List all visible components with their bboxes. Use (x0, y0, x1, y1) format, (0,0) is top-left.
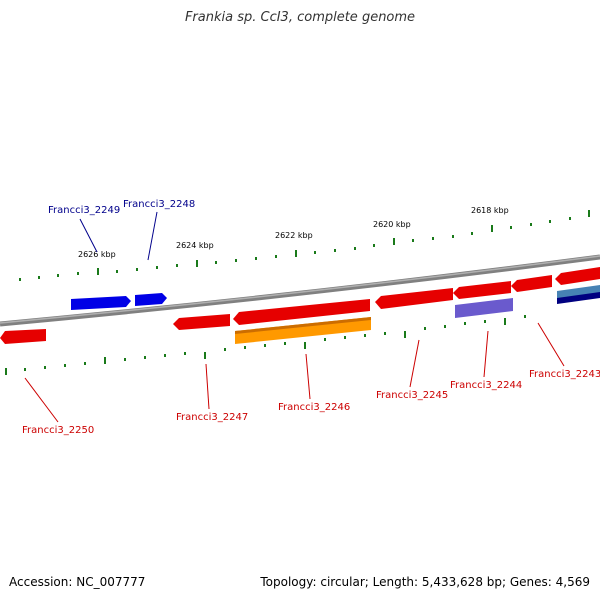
gene-francci3-2246[interactable] (233, 299, 370, 325)
gene-label[interactable]: Francci3_2245 (376, 390, 448, 401)
gene-label[interactable]: Francci3_2249 (48, 205, 120, 216)
kbp-label: 2618 kbp (471, 206, 509, 215)
gene-label[interactable]: Francci3_2243 (529, 369, 600, 380)
leader-line (409, 339, 420, 388)
kbp-label: 2620 kbp (373, 220, 411, 229)
leader-line (205, 363, 210, 410)
leader-line (79, 218, 98, 253)
gene-francci3-2245[interactable] (375, 288, 453, 309)
kbp-label: 2624 kbp (176, 241, 214, 250)
upper-tick-track (19, 210, 590, 281)
map-title: Frankia sp. CcI3, complete genome (184, 10, 416, 25)
gene-right-edge[interactable] (555, 267, 600, 285)
feature-orange[interactable] (235, 317, 371, 344)
leader-line (537, 322, 565, 367)
gene-francci3-2247[interactable] (173, 314, 230, 330)
feature-navy[interactable] (557, 292, 600, 304)
lower-tick-track (5, 315, 526, 375)
gene-francci3-2243[interactable] (511, 275, 552, 292)
feature-orange-shade (235, 317, 371, 334)
genome-summary-text: Topology: circular; Length: 5,433,628 bp… (260, 575, 590, 589)
kbp-label: 2626 kbp (78, 250, 116, 259)
kbp-label: 2622 kbp (275, 231, 313, 240)
gene-label[interactable]: Francci3_2244 (450, 380, 522, 391)
gene-francci3-2250[interactable] (0, 329, 46, 344)
genome-backbone-highlight (0, 255, 600, 324)
feature-violet[interactable] (455, 298, 513, 318)
gene-label[interactable]: Francci3_2250 (22, 425, 94, 436)
leader-line (147, 211, 158, 261)
gene-label[interactable]: Francci3_2246 (278, 402, 350, 413)
leader-line (483, 330, 489, 378)
leader-line (305, 353, 311, 400)
leader-lines (24, 211, 565, 423)
gene-francci3-2249[interactable] (71, 296, 131, 310)
leader-line (24, 377, 59, 423)
gene-label[interactable]: Francci3_2248 (123, 199, 195, 210)
gene-francci3-2244[interactable] (453, 281, 511, 299)
accession-text: Accession: NC_007777 (9, 575, 146, 589)
gene-francci3-2248[interactable] (135, 293, 167, 306)
gene-label[interactable]: Francci3_2247 (176, 412, 248, 423)
genome-backbone (0, 254, 600, 327)
